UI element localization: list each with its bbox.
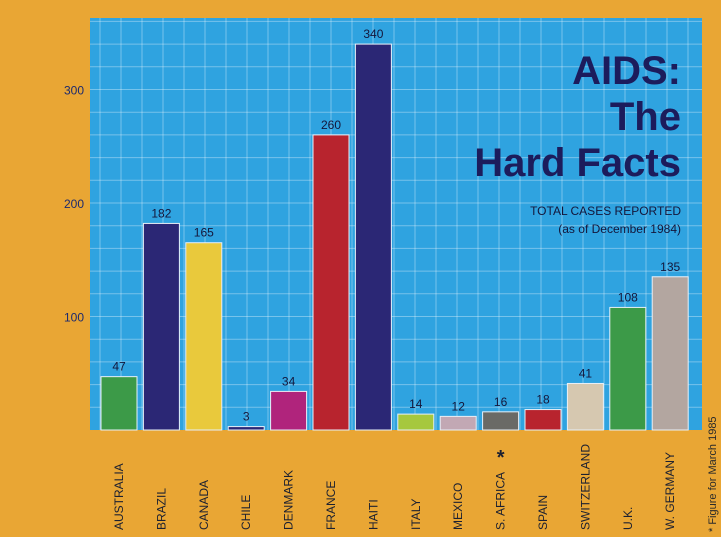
bar-mexico bbox=[439, 415, 477, 431]
data-label: 135 bbox=[660, 260, 680, 274]
data-label: 182 bbox=[151, 206, 171, 220]
bar-canada bbox=[185, 242, 223, 431]
bar-spain bbox=[524, 409, 562, 431]
bar-france bbox=[312, 134, 350, 431]
bar-w-germany bbox=[651, 276, 689, 431]
data-label: 165 bbox=[194, 226, 214, 240]
data-label: 18 bbox=[536, 393, 550, 407]
title-line-2: The bbox=[610, 95, 681, 139]
bar-italy bbox=[397, 413, 435, 431]
category-label: S. AFRICA bbox=[494, 472, 508, 530]
data-label: 34 bbox=[282, 374, 296, 388]
category-label: AUSTRALIA bbox=[112, 463, 126, 530]
subtitle-line-2: (as of December 1984) bbox=[558, 222, 681, 236]
data-label: 16 bbox=[494, 395, 508, 409]
bar-switzerland bbox=[566, 382, 604, 431]
footnote-marker: * bbox=[497, 447, 505, 469]
grid bbox=[90, 18, 702, 430]
category-label: DENMARK bbox=[282, 470, 296, 530]
data-label: 340 bbox=[363, 27, 383, 41]
category-label: W. GERMANY bbox=[663, 452, 677, 530]
data-label: 3 bbox=[243, 410, 250, 424]
title-line-3: Hard Facts bbox=[474, 141, 681, 185]
subtitle-line-1: TOTAL CASES REPORTED bbox=[530, 204, 681, 218]
y-tick-label: 100 bbox=[64, 311, 84, 325]
data-label: 260 bbox=[321, 118, 341, 132]
category-label: FRANCE bbox=[324, 481, 338, 530]
bar-denmark bbox=[270, 390, 308, 431]
category-label: U.K. bbox=[621, 507, 635, 530]
category-label: CHILE bbox=[239, 495, 253, 530]
y-tick-label: 300 bbox=[64, 84, 84, 98]
data-label: 47 bbox=[112, 360, 126, 374]
data-label: 14 bbox=[409, 397, 423, 411]
category-labels: AUSTRALIA BRAZIL CANADA CHILE DENMARK FRANCE H… bbox=[112, 444, 677, 530]
data-label: 41 bbox=[579, 366, 593, 380]
bar-brazil bbox=[142, 222, 180, 431]
y-tick-label: 200 bbox=[64, 197, 84, 211]
bar-haiti bbox=[354, 43, 392, 431]
bar-chile bbox=[227, 426, 265, 431]
category-label: HAITI bbox=[366, 499, 380, 530]
data-labels: 47 182 165 3 34 260 340 14 12 16 18 41 108 135 bbox=[112, 27, 680, 423]
title-line-1: AIDS: bbox=[572, 49, 681, 93]
bar-u-k- bbox=[609, 306, 647, 431]
chart-title: AIDS: The Hard Facts bbox=[474, 49, 681, 185]
data-label: 108 bbox=[618, 290, 638, 304]
category-label: SPAIN bbox=[536, 495, 550, 530]
category-label: ITALY bbox=[409, 498, 423, 530]
category-label: SWITZERLAND bbox=[578, 444, 592, 530]
chart-subtitle: TOTAL CASES REPORTED (as of December 198… bbox=[530, 204, 681, 236]
category-label: BRAZIL bbox=[154, 488, 168, 530]
y-axis-ticks: 100 200 300 bbox=[64, 84, 84, 325]
bar-s-africa bbox=[482, 411, 520, 431]
footnote: * Figure for March 1985 bbox=[707, 416, 719, 532]
category-label: MEXICO bbox=[451, 483, 465, 530]
bars bbox=[100, 43, 689, 431]
bar-australia bbox=[100, 376, 138, 431]
data-label: 12 bbox=[452, 399, 466, 413]
category-label: CANADA bbox=[197, 480, 211, 530]
